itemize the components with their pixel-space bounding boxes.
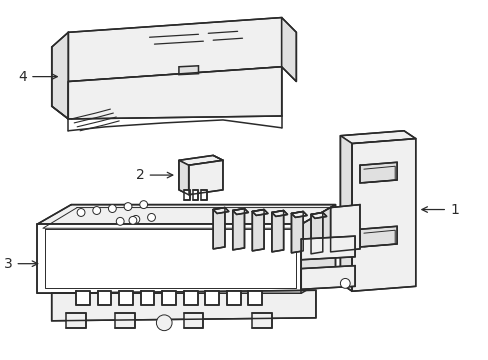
Polygon shape xyxy=(201,190,207,200)
Polygon shape xyxy=(68,18,281,82)
Polygon shape xyxy=(183,190,189,200)
Polygon shape xyxy=(301,236,354,260)
Polygon shape xyxy=(66,313,86,328)
Polygon shape xyxy=(179,66,198,75)
Circle shape xyxy=(340,278,349,288)
Polygon shape xyxy=(310,212,326,219)
Text: 1: 1 xyxy=(421,203,458,216)
Polygon shape xyxy=(301,266,354,289)
Polygon shape xyxy=(183,313,203,328)
Polygon shape xyxy=(179,160,188,195)
Polygon shape xyxy=(179,156,223,165)
Polygon shape xyxy=(232,208,244,250)
Polygon shape xyxy=(52,32,68,119)
Polygon shape xyxy=(351,139,415,291)
Circle shape xyxy=(132,215,140,223)
Polygon shape xyxy=(192,190,198,200)
Text: 3: 3 xyxy=(4,257,38,271)
Circle shape xyxy=(108,204,116,212)
Polygon shape xyxy=(340,136,351,291)
Circle shape xyxy=(156,315,172,330)
Polygon shape xyxy=(141,291,154,305)
Polygon shape xyxy=(188,160,223,195)
Polygon shape xyxy=(291,212,303,253)
Polygon shape xyxy=(301,204,335,293)
Text: 2: 2 xyxy=(136,168,172,182)
Polygon shape xyxy=(183,291,197,305)
Polygon shape xyxy=(115,313,135,328)
Polygon shape xyxy=(252,313,271,328)
Polygon shape xyxy=(340,131,415,144)
Polygon shape xyxy=(226,291,240,305)
Circle shape xyxy=(124,203,132,211)
Polygon shape xyxy=(271,211,287,216)
Polygon shape xyxy=(252,210,264,251)
Polygon shape xyxy=(52,290,315,321)
Polygon shape xyxy=(281,18,296,82)
Polygon shape xyxy=(68,67,281,119)
Circle shape xyxy=(93,207,101,215)
Polygon shape xyxy=(162,291,176,305)
Polygon shape xyxy=(359,226,396,247)
Polygon shape xyxy=(330,204,359,252)
Polygon shape xyxy=(37,204,335,224)
Circle shape xyxy=(129,216,137,224)
Polygon shape xyxy=(252,210,267,215)
Polygon shape xyxy=(37,224,301,293)
Polygon shape xyxy=(213,208,228,213)
Polygon shape xyxy=(205,291,219,305)
Text: 4: 4 xyxy=(19,69,57,84)
Polygon shape xyxy=(213,208,224,249)
Polygon shape xyxy=(359,162,396,183)
Polygon shape xyxy=(98,291,111,305)
Circle shape xyxy=(147,213,155,221)
Polygon shape xyxy=(310,212,322,254)
Circle shape xyxy=(116,217,124,225)
Polygon shape xyxy=(248,291,262,305)
Circle shape xyxy=(140,201,147,208)
Polygon shape xyxy=(76,291,90,305)
Polygon shape xyxy=(232,208,248,215)
Polygon shape xyxy=(291,212,306,217)
Polygon shape xyxy=(119,291,133,305)
Circle shape xyxy=(77,208,85,216)
Polygon shape xyxy=(271,211,283,252)
